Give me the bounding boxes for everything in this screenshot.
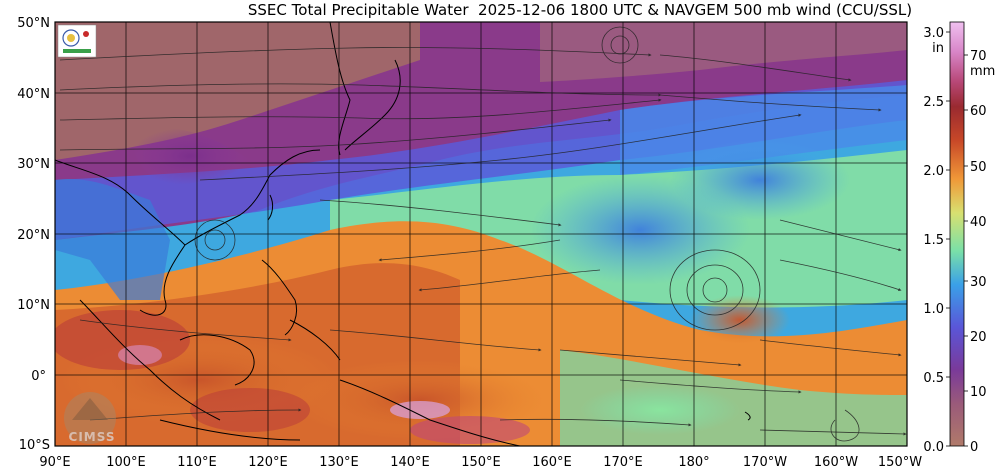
lat-label: 40°N — [17, 87, 50, 102]
colorbar-in-unit: in — [932, 41, 944, 56]
lon-label: 160°E — [532, 455, 572, 470]
colorbar-in-tick: 3.0 — [923, 26, 944, 41]
lon-label: 150°E — [461, 455, 501, 470]
longitude-labels: 90°E 100°E 110°E 120°E 130°E 140°E 150°E… — [39, 455, 922, 470]
coastlines — [55, 22, 751, 446]
lat-label: 30°N — [17, 157, 50, 172]
lon-label: 110°E — [177, 455, 217, 470]
lon-label: 180° — [678, 455, 709, 470]
colorbar: 3.0 in 2.5 2.0 1.5 1.0 0.5 0.0 70 mm 60 … — [923, 21, 995, 455]
map-frame — [54, 21, 908, 447]
colorbar-gradient — [949, 21, 965, 447]
colorbar-in-tick: 1.5 — [923, 233, 944, 248]
lon-label: 140°E — [390, 455, 430, 470]
cimss-logo: CIMSS — [64, 392, 116, 444]
cimss-logo-text: CIMSS — [69, 430, 116, 444]
map-title: SSEC Total Precipitable Water 2025-12-06… — [247, 1, 913, 19]
lat-label: 10°N — [17, 298, 50, 313]
latitude-labels: 50°N 40°N 30°N 20°N 10°N 0° 10°S — [17, 16, 50, 453]
colorbar-mm-tick: 10 — [970, 385, 987, 400]
lon-label: 160°W — [814, 455, 858, 470]
colorbar-mm-tick: 60 — [970, 104, 987, 119]
lat-label: 10°S — [19, 438, 50, 453]
lat-label: 0° — [31, 369, 46, 384]
tpw-field — [55, 22, 907, 446]
colorbar-mm-tick: 40 — [970, 215, 987, 230]
colorbar-in-tick: 2.5 — [923, 95, 944, 110]
colorbar-mm-tick: 0 — [970, 440, 978, 455]
ccu-logo — [57, 24, 97, 58]
colorbar-in-tick: 2.0 — [923, 164, 944, 179]
colorbar-in-tick: 0.0 — [923, 440, 944, 455]
colorbar-mm-tick: 70 — [970, 49, 987, 64]
colorbar-mm-tick: 50 — [970, 160, 987, 175]
lat-label: 50°N — [17, 16, 50, 31]
lon-label: 90°E — [39, 455, 70, 470]
lon-label: 170°E — [603, 455, 643, 470]
colorbar-in-tick: 0.5 — [923, 371, 944, 386]
lon-label: 150°W — [878, 455, 922, 470]
lon-label: 120°E — [248, 455, 288, 470]
colorbar-mm-tick: 30 — [970, 275, 987, 290]
colorbar-mm-unit: mm — [970, 64, 995, 79]
wind-streamlines — [59, 26, 907, 442]
colorbar-mm-tick: 20 — [970, 330, 987, 345]
lon-label: 170°W — [743, 455, 787, 470]
colorbar-in-tick: 1.0 — [923, 302, 944, 317]
lon-label: 130°E — [319, 455, 359, 470]
lon-label: 100°E — [106, 455, 146, 470]
lat-label: 20°N — [17, 228, 50, 243]
